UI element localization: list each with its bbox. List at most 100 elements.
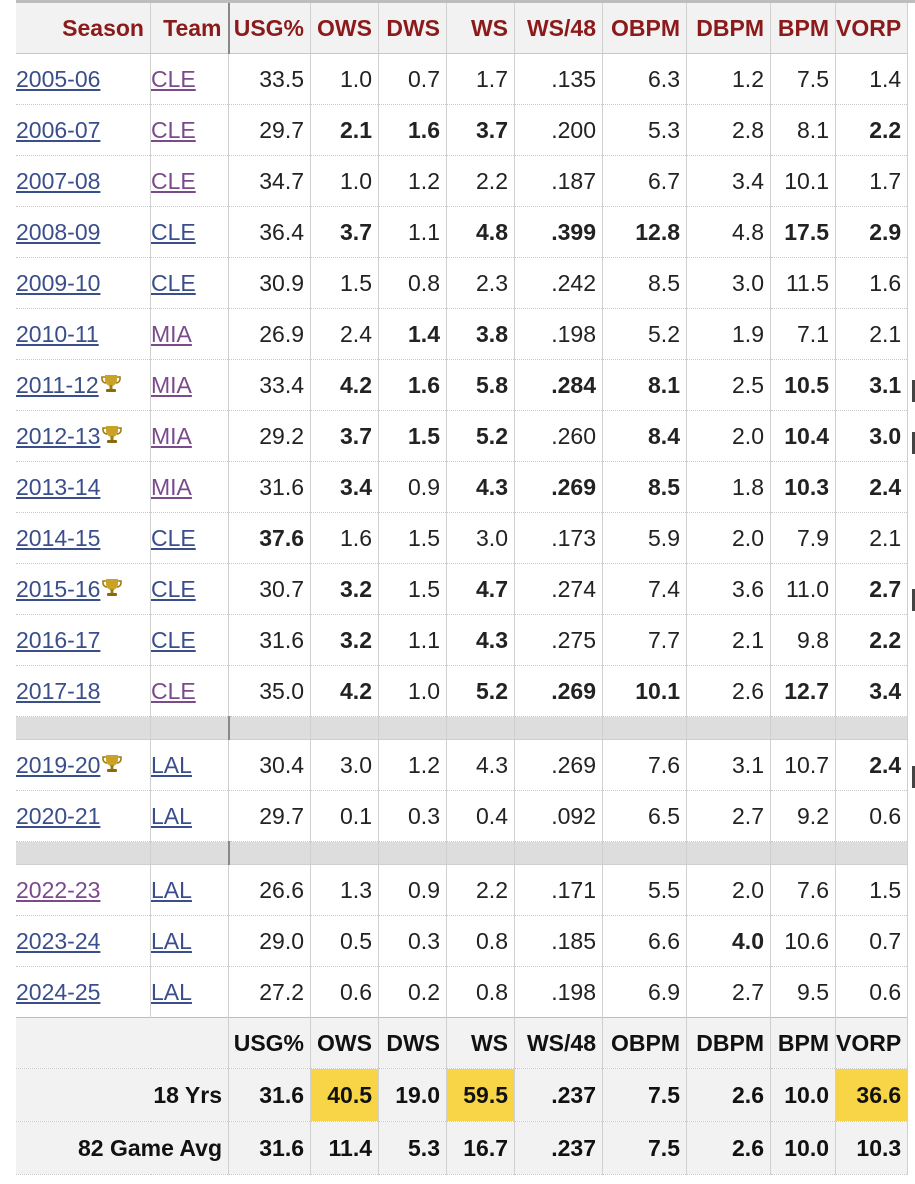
column-header-vorp[interactable]: VORP	[835, 3, 909, 54]
season-link[interactable]: 2010-11	[16, 321, 99, 347]
stat-cell-obpm: 10.1	[602, 665, 687, 717]
team-link[interactable]: LAL	[151, 979, 192, 1005]
gap-cell	[150, 841, 230, 865]
stat-cell-ows: 1.0	[310, 53, 379, 105]
stat-cell-ws: 0.8	[446, 915, 515, 967]
team-link[interactable]: LAL	[151, 877, 192, 903]
stat-cell-ws: 5.8	[446, 359, 515, 411]
stat-cell-usg-: 31.6	[228, 614, 311, 666]
team-link[interactable]: CLE	[151, 678, 196, 704]
season-link[interactable]: 2019-20	[16, 752, 101, 778]
season-link[interactable]: 2013-14	[16, 474, 101, 500]
gap-cell	[228, 716, 311, 740]
stat-cell-obpm: 7.7	[602, 614, 687, 666]
gap-cell	[602, 716, 687, 740]
season-link[interactable]: 2009-10	[16, 270, 101, 296]
footer-column-label: WS	[446, 1017, 515, 1069]
stat-cell-ows: 3.7	[310, 410, 379, 462]
stat-cell-usg-: 36.4	[228, 206, 311, 258]
team-link[interactable]: CLE	[151, 525, 196, 551]
stat-cell-dws: 1.0	[378, 665, 447, 717]
column-header-season[interactable]: Season	[16, 3, 151, 54]
scroll-edge-marker	[912, 589, 915, 611]
stat-cell-ows: 3.2	[310, 614, 379, 666]
team-link[interactable]: CLE	[151, 117, 196, 143]
column-header-dbpm[interactable]: DBPM	[686, 3, 771, 54]
column-header-ws[interactable]: WS	[446, 3, 515, 54]
table-row: 2010-11 MIA 26.9 2.4 1.4 3.8.198 5.2 1.9 7.1 2.1	[16, 308, 909, 360]
column-header-team[interactable]: Team	[150, 3, 230, 54]
column-header-bpm[interactable]: BPM	[770, 3, 836, 54]
gap-cell	[686, 841, 771, 865]
stat-cell-usg-: 30.4	[228, 739, 311, 791]
gap-cell	[310, 841, 379, 865]
season-link[interactable]: 2005-06	[16, 66, 101, 92]
season-link[interactable]: 2024-25	[16, 979, 101, 1005]
season-link[interactable]: 2016-17	[16, 627, 101, 653]
stat-cell-obpm: 8.5	[602, 461, 687, 513]
gap-cell	[378, 716, 447, 740]
season-cell: 2007-08	[16, 155, 151, 207]
stat-cell-vorp: 3.4	[835, 665, 909, 717]
footer-stat-cell: 19.0	[378, 1068, 447, 1122]
column-header-usg-[interactable]: USG%	[228, 3, 311, 54]
stat-cell-ws-48: .185	[514, 915, 603, 967]
team-link[interactable]: LAL	[151, 928, 192, 954]
team-link[interactable]: LAL	[151, 752, 192, 778]
footer-stat-cell: 36.6	[835, 1068, 909, 1122]
team-link[interactable]: MIA	[151, 321, 192, 347]
stat-cell-obpm: 8.1	[602, 359, 687, 411]
stat-cell-dws: 1.1	[378, 614, 447, 666]
stat-cell-bpm: 9.8	[770, 614, 836, 666]
season-link[interactable]: 2022-23	[16, 877, 101, 903]
team-link[interactable]: CLE	[151, 66, 196, 92]
column-header-ws-48[interactable]: WS/48	[514, 3, 603, 54]
column-header-ows[interactable]: OWS	[310, 3, 379, 54]
column-header-dws[interactable]: DWS	[378, 3, 447, 54]
stat-cell-vorp: 0.7	[835, 915, 909, 967]
stat-cell-ws-48: .171	[514, 864, 603, 916]
stat-cell-vorp: 1.4	[835, 53, 909, 105]
stat-cell-usg-: 30.7	[228, 563, 311, 615]
season-link[interactable]: 2012-13	[16, 423, 101, 449]
team-link[interactable]: LAL	[151, 803, 192, 829]
column-header-obpm[interactable]: OBPM	[602, 3, 687, 54]
stat-cell-ows: 1.3	[310, 864, 379, 916]
season-link[interactable]: 2011-12	[16, 372, 99, 398]
season-link[interactable]: 2020-21	[16, 803, 101, 829]
footer-stat-cell: 7.5	[602, 1121, 687, 1175]
stat-cell-obpm: 8.5	[602, 257, 687, 309]
stat-cell-ws-48: .399	[514, 206, 603, 258]
season-link[interactable]: 2008-09	[16, 219, 101, 245]
stat-cell-ows: 1.6	[310, 512, 379, 564]
footer-stat-cell: 10.3	[835, 1121, 909, 1175]
team-link[interactable]: CLE	[151, 576, 196, 602]
season-link[interactable]: 2006-07	[16, 117, 101, 143]
stat-cell-obpm: 6.9	[602, 966, 687, 1018]
team-link[interactable]: MIA	[151, 372, 192, 398]
team-link[interactable]: CLE	[151, 219, 196, 245]
season-link[interactable]: 2015-16	[16, 576, 101, 602]
stat-cell-dbpm: 2.5	[686, 359, 771, 411]
team-link[interactable]: MIA	[151, 474, 192, 500]
season-cell: 2023-24	[16, 915, 151, 967]
stat-cell-ws-48: .269	[514, 461, 603, 513]
team-link[interactable]: CLE	[151, 168, 196, 194]
stat-cell-ows: 0.5	[310, 915, 379, 967]
footer-stat-cell: 31.6	[228, 1121, 311, 1175]
stat-cell-ows: 3.7	[310, 206, 379, 258]
gap-cell	[150, 716, 230, 740]
season-cell: 2008-09	[16, 206, 151, 258]
season-link[interactable]: 2017-18	[16, 678, 101, 704]
stat-cell-ws-48: .275	[514, 614, 603, 666]
team-link[interactable]: MIA	[151, 423, 192, 449]
stat-cell-bpm: 7.6	[770, 864, 836, 916]
team-link[interactable]: CLE	[151, 270, 196, 296]
season-link[interactable]: 2014-15	[16, 525, 101, 551]
season-link[interactable]: 2023-24	[16, 928, 101, 954]
team-link[interactable]: CLE	[151, 627, 196, 653]
footer-stat-cell: 31.6	[228, 1068, 311, 1122]
season-link[interactable]: 2007-08	[16, 168, 101, 194]
stat-cell-dws: 1.5	[378, 563, 447, 615]
table-row: 2013-14 MIA 31.6 3.4 0.9 4.3.269 8.5 1.8 10.3 2.4	[16, 461, 909, 513]
